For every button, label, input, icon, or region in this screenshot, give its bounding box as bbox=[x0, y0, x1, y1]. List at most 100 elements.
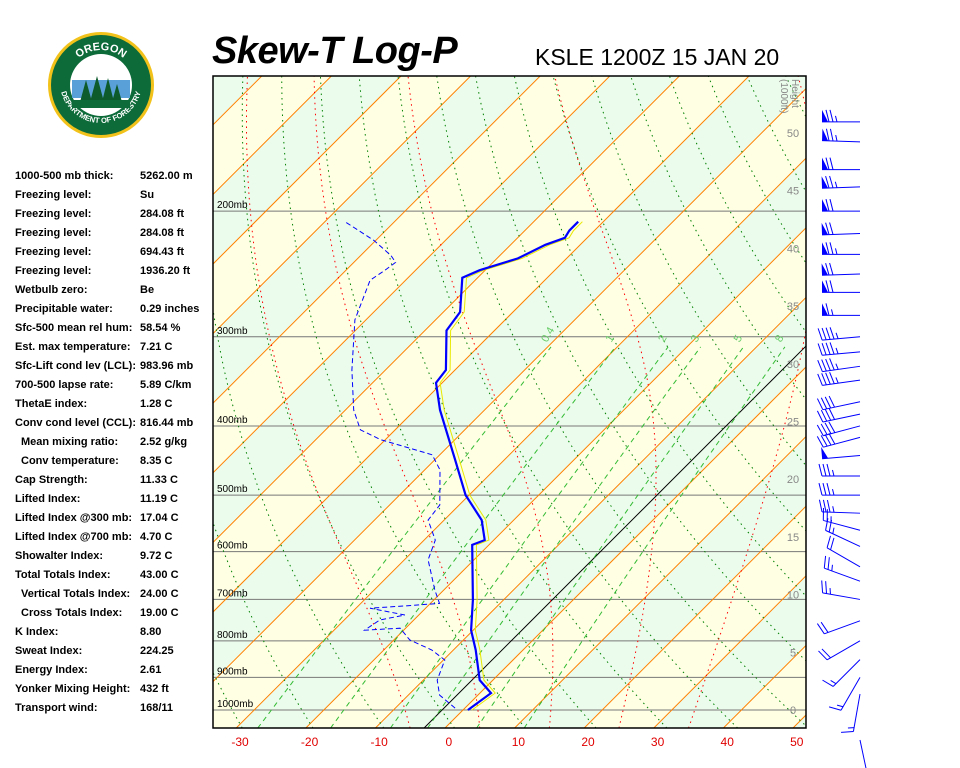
wind-barb-feather bbox=[817, 359, 823, 372]
wind-barb-shaft bbox=[822, 351, 861, 356]
height-tick-label: 40 bbox=[787, 243, 799, 255]
wind-barb bbox=[859, 739, 867, 768]
stat-label: Lifted Index: bbox=[15, 493, 81, 505]
wind-barb-shaft bbox=[832, 659, 861, 687]
isotherm-line bbox=[235, 157, 806, 728]
wind-barb bbox=[817, 342, 861, 356]
wind-barb-feather bbox=[829, 327, 835, 340]
isotherm-line bbox=[213, 76, 750, 613]
isobar-label: 700mb bbox=[217, 588, 248, 599]
wind-barb-shaft bbox=[822, 140, 861, 143]
wind-barb-shaft bbox=[823, 436, 861, 448]
wind-barb-half-feather bbox=[835, 377, 839, 384]
stat-label: Mean mixing ratio: bbox=[21, 436, 119, 448]
stat-value: 8.35 C bbox=[140, 455, 173, 467]
wind-barb-feather bbox=[828, 706, 842, 711]
dry-adiabat-line bbox=[475, 76, 806, 662]
wind-barb-feather bbox=[830, 537, 835, 550]
height-tick-label: 25 bbox=[787, 417, 799, 429]
wind-barb-feather bbox=[825, 263, 830, 276]
wind-barb-feather bbox=[825, 303, 830, 316]
mixing-ratio-label: 2 bbox=[656, 333, 669, 344]
reference-isotherm bbox=[423, 345, 806, 728]
wind-barb-feather bbox=[825, 128, 830, 141]
stat-value: 5.89 C/km bbox=[140, 379, 192, 391]
stat-label: Cross Totals Index: bbox=[21, 607, 123, 619]
isotherm-line bbox=[213, 76, 681, 544]
dry-adiabat-line bbox=[591, 76, 806, 467]
wind-barb-half-feather bbox=[835, 134, 838, 142]
isotherm-line bbox=[583, 505, 806, 728]
wind-barb bbox=[822, 109, 860, 123]
mixing-ratio-label: 8 bbox=[773, 333, 786, 344]
isotherm-line bbox=[374, 296, 806, 728]
isotherm-line bbox=[444, 366, 806, 728]
stat-value: 8.80 bbox=[140, 626, 162, 638]
wind-barb-feather bbox=[816, 623, 825, 635]
wind-barb bbox=[821, 446, 861, 460]
wind-barb-feather bbox=[829, 175, 834, 188]
stat-value: 11.19 C bbox=[140, 493, 178, 505]
wind-barb-shaft bbox=[822, 454, 861, 460]
dry-adiabat-line bbox=[889, 53, 960, 728]
wind-barb bbox=[825, 518, 861, 547]
temperature-band bbox=[851, 0, 960, 739]
wind-barb-feather bbox=[825, 358, 831, 371]
wind-barb-pennant bbox=[822, 128, 829, 141]
wind-barb-half-feather bbox=[832, 506, 835, 513]
stat-label: Sfc-500 mean rel hum: bbox=[15, 322, 133, 334]
wind-barb-shaft bbox=[822, 592, 861, 600]
wind-barb bbox=[816, 433, 861, 448]
wind-barb bbox=[818, 640, 861, 661]
wind-barb bbox=[822, 157, 860, 171]
stat-label: 1000-500 mb thick: bbox=[15, 170, 114, 182]
wind-barb-feather bbox=[829, 198, 834, 212]
stat-label: Sfc-Lift cond lev (LCL): bbox=[15, 360, 136, 372]
stat-value: 58.54 % bbox=[140, 322, 181, 334]
wind-barb-half-feather bbox=[830, 680, 837, 685]
wind-barb-shaft bbox=[822, 401, 861, 411]
wind-barb-feather bbox=[817, 343, 823, 356]
wind-barb-pennant bbox=[822, 199, 828, 212]
isotherm-line bbox=[213, 76, 402, 265]
wind-barb-pennant bbox=[821, 176, 829, 189]
wind-barb-feather bbox=[816, 424, 824, 437]
stat-label: Precipitable water: bbox=[15, 303, 113, 315]
wind-barb-feather bbox=[841, 731, 854, 733]
mixing-ratio-label: 5 bbox=[732, 333, 745, 344]
wind-barb-feather bbox=[829, 109, 834, 123]
stat-value: 11.33 C bbox=[140, 474, 178, 486]
wind-barb bbox=[818, 463, 860, 477]
dry-adiabat-line bbox=[281, 76, 526, 728]
stat-value: 5262.00 m bbox=[140, 170, 193, 182]
wind-barb-feather bbox=[817, 373, 823, 386]
stat-label: Total Totals Index: bbox=[15, 569, 111, 581]
wind-barb-feather bbox=[826, 463, 831, 477]
isotherm-line bbox=[213, 76, 541, 404]
wind-barb-feather bbox=[816, 410, 824, 423]
stat-value: 224.25 bbox=[140, 645, 174, 657]
wind-barb-feather bbox=[818, 499, 823, 512]
stat-value: 17.04 C bbox=[140, 512, 179, 524]
wind-barb-shaft bbox=[824, 620, 861, 635]
stat-value: Su bbox=[140, 189, 155, 201]
stat-label: Lifted Index @700 mb: bbox=[15, 531, 133, 543]
moist-adiabat-line bbox=[407, 76, 554, 728]
wind-barb-feather bbox=[826, 483, 831, 496]
wind-barb-half-feather bbox=[831, 564, 833, 571]
dry-adiabat-line bbox=[319, 76, 597, 728]
temperature-tick-label: -20 bbox=[301, 735, 319, 749]
wind-barb-feather bbox=[825, 157, 830, 170]
height-tick-label: 45 bbox=[787, 186, 799, 198]
wind-barb bbox=[823, 555, 861, 582]
stat-label: Freezing level: bbox=[15, 227, 92, 239]
temperature-band bbox=[213, 76, 332, 195]
svg-text:OREGON: OREGON bbox=[73, 41, 128, 61]
wind-barb-feather bbox=[827, 557, 830, 570]
wind-barb-feather bbox=[821, 327, 827, 340]
wind-barb bbox=[816, 620, 861, 635]
temperature-tick-label: -10 bbox=[371, 735, 389, 749]
wind-barb-half-feather bbox=[831, 309, 834, 316]
wind-barb bbox=[822, 242, 860, 255]
